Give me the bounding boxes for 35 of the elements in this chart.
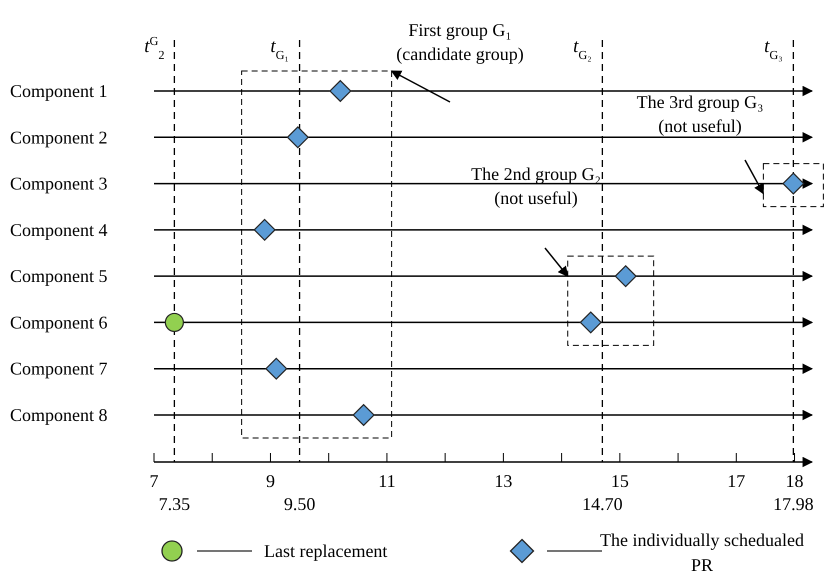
x-tick-label: 17 [727,471,746,491]
annotation: The 3rd group G₃ (not useful) [636,92,764,136]
y-tick-label: Component 3 [10,174,108,194]
annotation: t$_{G₂}$ [573,36,592,62]
ref-line-label: 17.98 [773,494,814,514]
legend-label: The individually schedualed PR [600,530,804,575]
annotation: t$_{G₃}$ [764,36,783,62]
x-tick-label: 18 [786,471,804,491]
x-tick-label: 7 [150,471,158,491]
annotation: First group G₁ (candidate group) [396,20,524,64]
y-tick-label: Component 8 [10,405,108,425]
x-tick-label: 9 [266,471,275,491]
point [265,358,288,380]
point [254,218,276,241]
point [164,312,184,332]
y-tick-label: Component 5 [10,266,108,286]
x-tick-label: 13 [494,471,512,491]
point [580,311,602,334]
y-tick-label: Component 6 [10,312,108,332]
point [614,265,637,288]
y-tick-label: Component 7 [10,358,108,379]
ref-line-label: 7.35 [158,494,190,514]
point [286,126,309,148]
y-tick-label: Component 4 [10,220,108,240]
ref-line-label: 9.50 [284,494,316,514]
x-tick-label: 15 [610,471,629,491]
x-tick-label: 11 [378,471,396,491]
y-tick-label: Component 2 [10,127,108,148]
annotation: t$_{G₁}$ [270,36,289,62]
point [352,404,375,426]
y-tick-label: Component 1 [10,81,108,101]
annotation: The 2nd group G₂ (not useful) [471,164,601,208]
legend-label: Last replacement [264,541,388,561]
ref-line-label: 14.70 [582,494,623,514]
point [329,80,352,102]
